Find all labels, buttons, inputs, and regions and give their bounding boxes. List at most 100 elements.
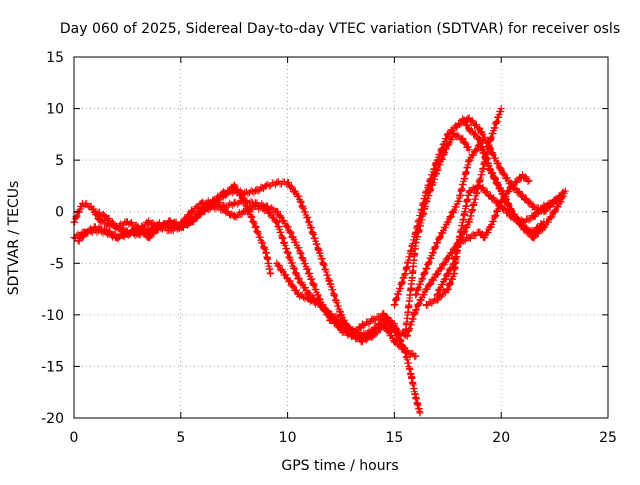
data-point: [262, 182, 270, 190]
data-point: [187, 218, 195, 226]
data-point: [87, 203, 95, 211]
x-tick-label: 10: [279, 430, 297, 446]
plot-frame: [73, 56, 609, 419]
data-point: [433, 270, 441, 278]
data-point: [476, 136, 484, 144]
data-point: [145, 234, 153, 241]
data-point: [465, 146, 473, 154]
data-point: [497, 197, 505, 205]
y-tick-label: -10: [41, 308, 64, 324]
data-point: [294, 244, 302, 252]
data-point: [209, 203, 217, 211]
data-point: [230, 199, 238, 207]
data-point: [220, 189, 228, 197]
chart-title: Day 060 of 2025, Sidereal Day-to-day VTE…: [60, 21, 620, 37]
data-point: [465, 218, 473, 226]
data-point: [230, 213, 238, 221]
data-point: [305, 295, 313, 303]
data-point: [358, 321, 366, 329]
data-point: [74, 237, 82, 245]
data-point: [262, 206, 270, 214]
data-point: [96, 216, 104, 224]
data-point: [284, 275, 292, 283]
data-point: [230, 187, 238, 195]
data-point: [465, 156, 473, 164]
series-track-12: [459, 115, 567, 242]
data-point: [294, 290, 302, 298]
data-point: [454, 120, 462, 128]
data-point: [134, 223, 142, 231]
data-point: [412, 352, 420, 360]
data-point: [454, 197, 462, 205]
data-point: [262, 249, 270, 257]
data-point: [91, 223, 99, 231]
data-point: [397, 337, 405, 345]
data-point: [444, 285, 452, 293]
data-point: [294, 192, 302, 200]
data-point: [476, 182, 484, 190]
data-point: [241, 208, 249, 216]
data-point: [529, 234, 537, 241]
data-point: [519, 223, 527, 231]
data-point: [519, 172, 527, 180]
data-point: [123, 228, 131, 236]
data-point: [412, 393, 420, 401]
data-point: [273, 259, 281, 267]
data-point: [294, 275, 302, 283]
y-tick-label: 0: [55, 205, 64, 221]
data-point: [241, 197, 249, 205]
data-point: [273, 208, 281, 216]
data-point: [113, 234, 121, 241]
data-point: [155, 223, 163, 231]
data-point: [390, 326, 398, 334]
data-point: [91, 208, 99, 216]
data-point: [487, 136, 495, 144]
data-point: [102, 226, 110, 234]
data-point: [187, 208, 195, 216]
data-point: [497, 166, 505, 174]
x-axis-label: GPS time / hours: [281, 458, 398, 474]
data-point: [412, 228, 420, 236]
data-point: [529, 213, 537, 221]
data-point: [358, 331, 366, 339]
data-point: [198, 199, 206, 207]
data-point: [508, 182, 516, 190]
data-point: [444, 218, 452, 226]
data-point: [273, 179, 281, 187]
data-point: [102, 213, 110, 221]
y-tick-label: 10: [46, 102, 64, 118]
data-point: [561, 187, 569, 195]
data-point: [316, 301, 324, 309]
y-tick-label: -20: [41, 411, 64, 427]
data-point: [422, 264, 430, 272]
data-point: [284, 223, 292, 231]
y-tick-label: -5: [50, 256, 64, 272]
data-point: [267, 270, 275, 278]
data-point: [145, 218, 153, 226]
data-point: [465, 234, 473, 241]
data-point: [284, 249, 292, 257]
data-point: [369, 326, 377, 334]
series-track-10: [422, 181, 567, 309]
data-point: [401, 270, 409, 278]
data-point: [450, 130, 458, 138]
data-point: [480, 234, 488, 241]
data-point: [450, 259, 458, 267]
data-point: [519, 192, 527, 200]
data-point: [465, 125, 473, 133]
data-point: [83, 228, 91, 236]
data-point: [252, 187, 260, 195]
data-point: [166, 218, 174, 226]
data-point: [422, 187, 430, 195]
data-point: [252, 203, 260, 211]
y-tick-label: 5: [55, 153, 64, 169]
data-point: [465, 115, 473, 123]
data-point: [461, 208, 469, 216]
data-point: [305, 270, 313, 278]
data-point: [487, 192, 495, 200]
data-point: [326, 280, 334, 288]
data-point: [403, 331, 411, 339]
